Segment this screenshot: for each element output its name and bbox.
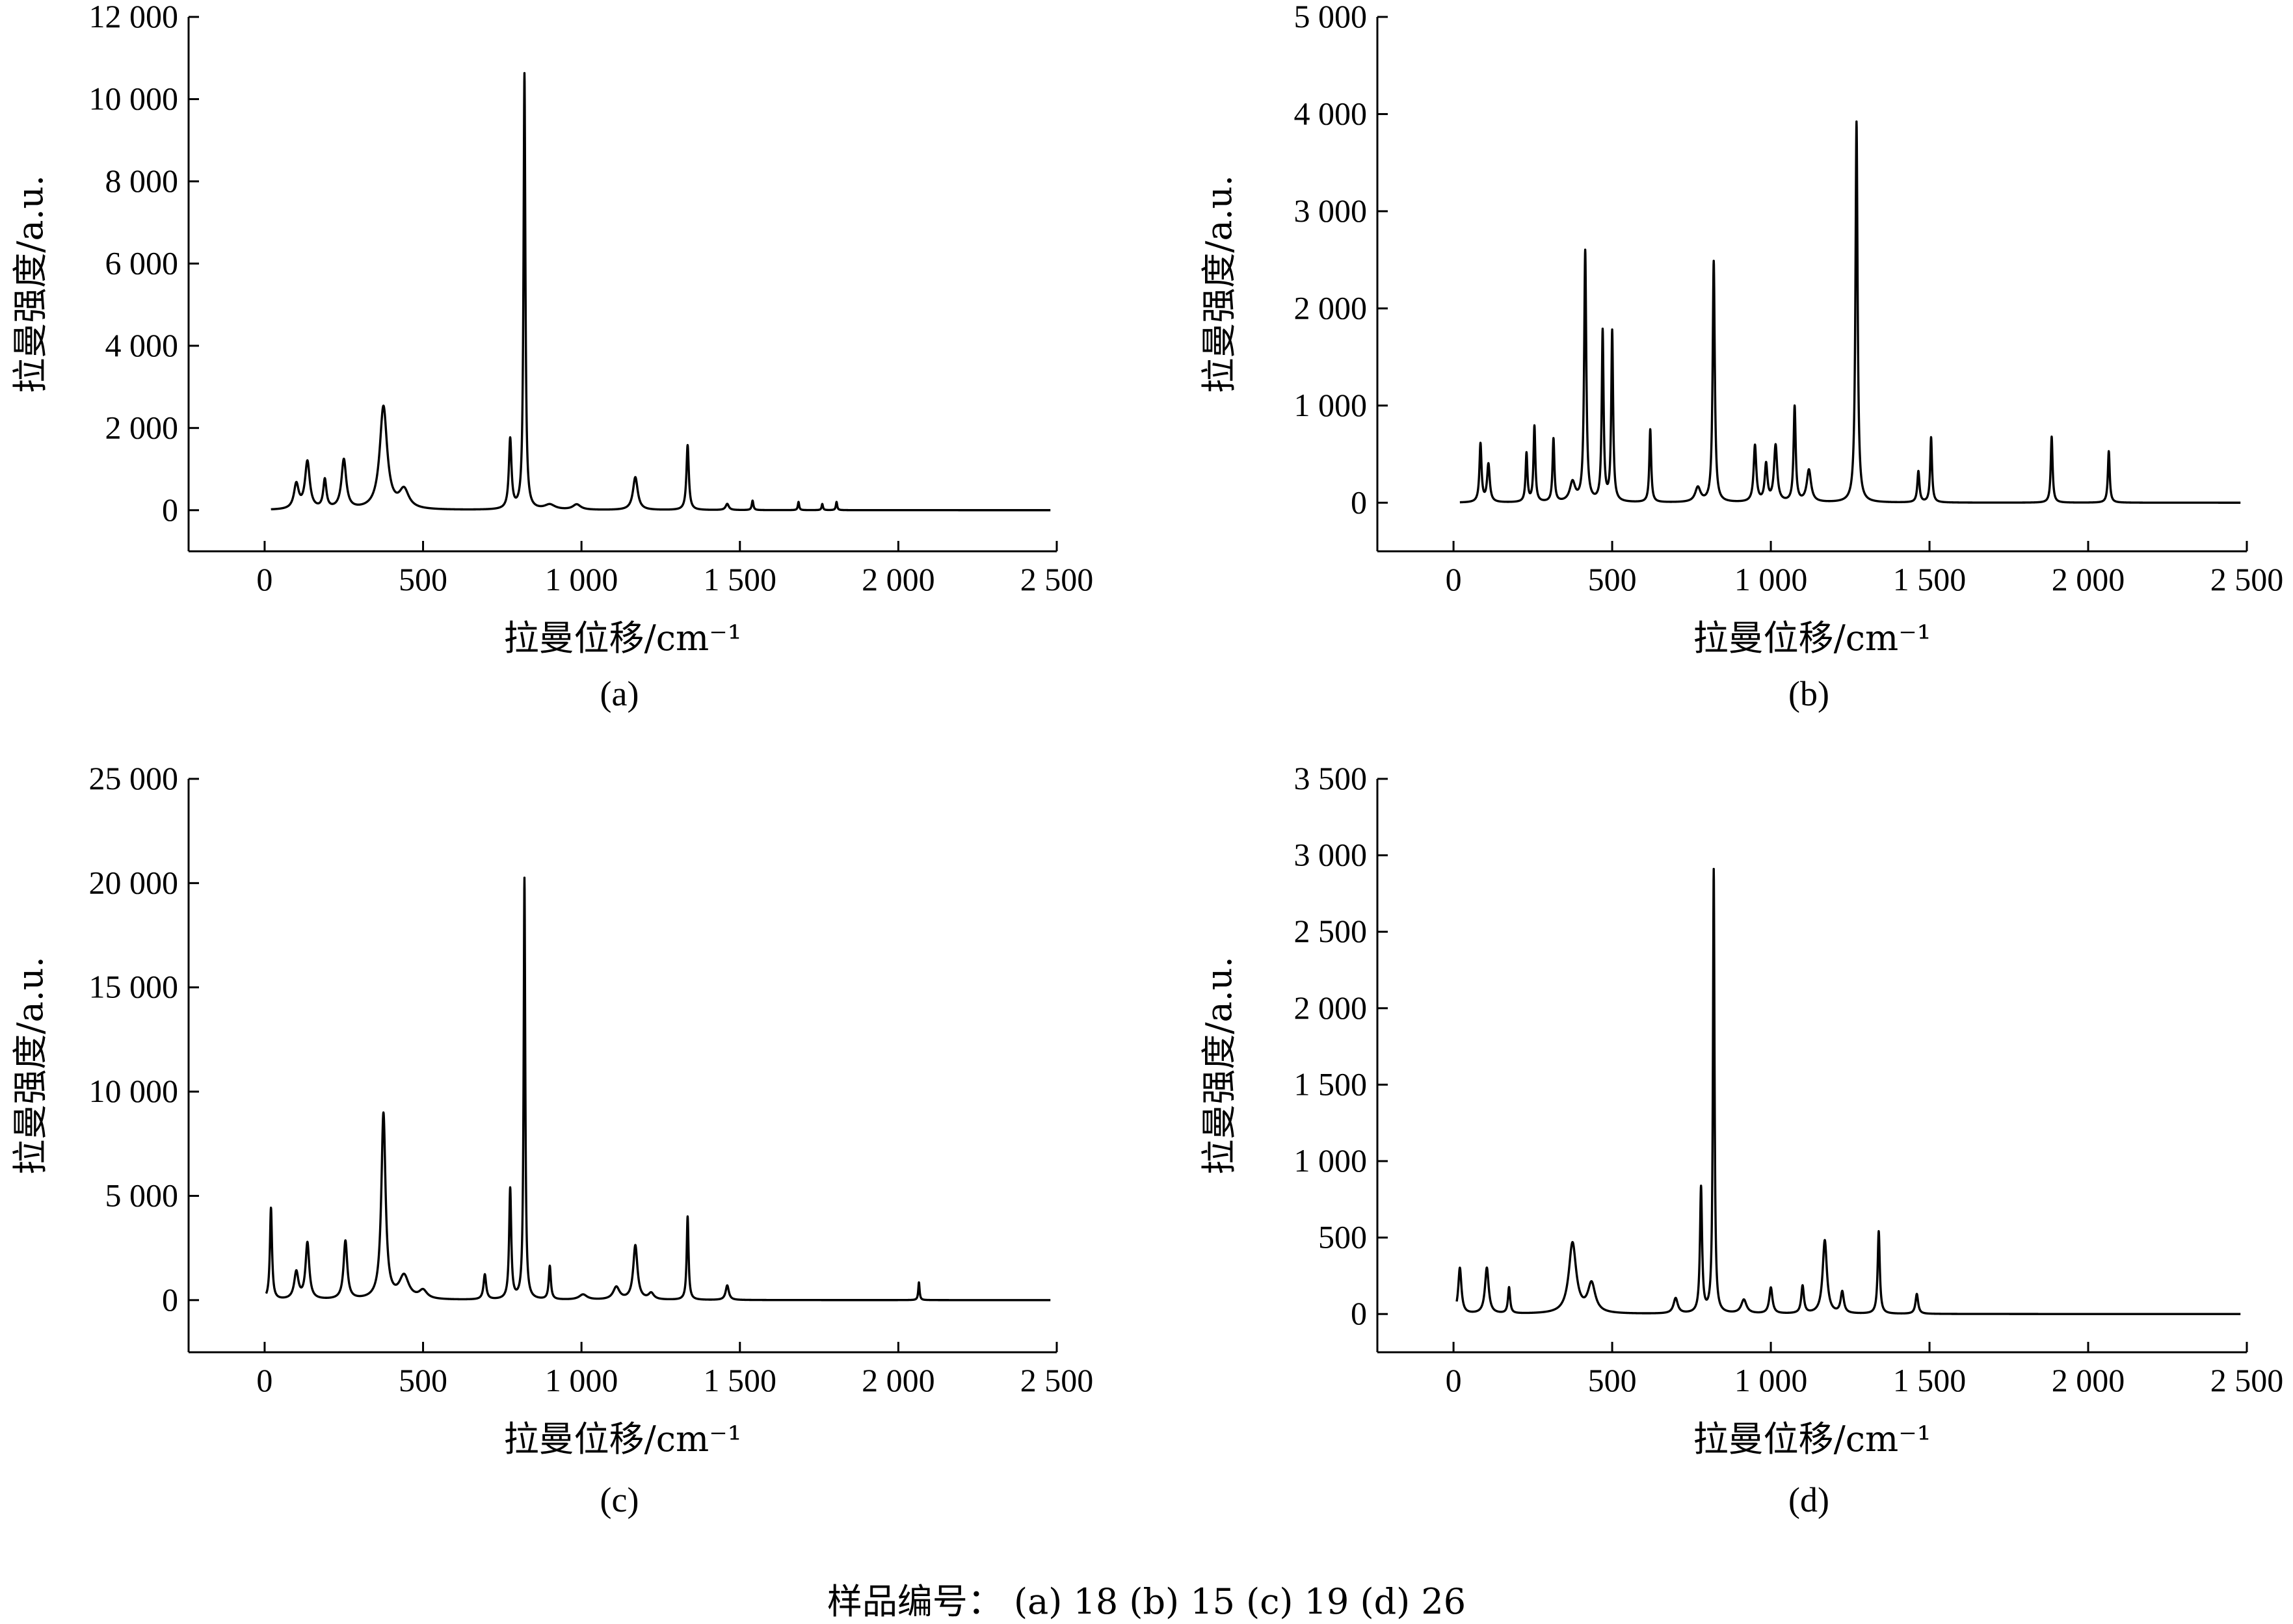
y-tick-label: 3 000 [1294,192,1368,229]
y-tick-label: 1 500 [1294,1066,1368,1102]
x-tick-label: 1 000 [545,1362,618,1398]
x-tick-label: 0 [1446,1362,1462,1398]
chart-panel: 0 2 000 4 000 6 000 8 000 10 000 12 000 0 500 1 0… [10,0,1093,713]
chart-panel: 0 1 000 2 000 3 000 4 000 5 000 0 500 1 000 1 500… [1199,0,2283,713]
y-axis-title: 拉曼强度/a.u. [1199,175,1239,393]
y-tick-label: 500 [1318,1219,1367,1255]
y-tick-label: 1 000 [1294,387,1368,423]
y-tick-label: 2 000 [105,409,179,445]
y-tick-label: 4 000 [1294,95,1368,131]
spectrum-series-line [270,72,1052,512]
x-tick-label: 2 000 [2052,561,2125,597]
y-axis-title: 拉曼强度/a.u. [1199,956,1239,1175]
y-tick-label: 0 [162,491,178,528]
y-tick-label: 3 000 [1294,837,1368,873]
y-tick-label: 6 000 [105,244,179,281]
y-axis-title: 拉曼强度/a.u. [10,175,51,393]
y-tick-label: 20 000 [89,864,179,900]
x-tick-label: 1 500 [1893,561,1967,597]
y-tick-label: 5 000 [105,1177,179,1213]
x-tick-label: 2 500 [2210,1362,2284,1398]
x-tick-label: 1 000 [1734,561,1808,597]
panels: 0 2 000 4 000 6 000 8 000 10 000 12 000 0 500 1 0… [10,0,2283,1519]
panel-caption: (b) [1788,674,1829,713]
y-tick-label: 4 000 [105,327,179,363]
x-tick-label: 0 [256,1362,272,1398]
x-axis-title: 拉曼位移/cm⁻¹ [1693,1419,1931,1460]
panel-caption: (a) [600,674,639,713]
y-tick-label: 3 500 [1294,760,1368,796]
x-tick-label: 1 500 [704,1362,777,1398]
y-tick-label: 8 000 [105,163,179,199]
chart-panel: 0 500 1 000 1 500 2 000 2 500 3 000 3 500 0 500 1 … [1199,760,2283,1519]
x-axis-title: 拉曼位移/cm⁻¹ [504,1419,742,1460]
y-tick-label: 10 000 [89,80,179,116]
x-tick-label: 500 [399,1362,447,1398]
panel-caption: (c) [600,1480,639,1519]
y-tick-label: 2 000 [1294,989,1368,1026]
x-tick-label: 500 [1588,1362,1637,1398]
x-tick-label: 500 [399,561,447,597]
x-tick-label: 2 000 [862,561,935,597]
x-tick-label: 0 [256,561,272,597]
spectrum-series-line [1455,867,2242,1315]
x-tick-label: 2 500 [2210,561,2284,597]
y-tick-label: 10 000 [89,1073,179,1109]
x-tick-label: 1 500 [1893,1362,1967,1398]
y-tick-label: 15 000 [89,969,179,1005]
panel-caption: (d) [1788,1480,1829,1519]
y-tick-label: 2 500 [1294,913,1368,949]
y-tick-label: 12 000 [89,0,179,34]
x-tick-label: 500 [1588,561,1637,597]
x-axis-title: 拉曼位移/cm⁻¹ [1693,618,1931,659]
x-tick-label: 1 500 [704,561,777,597]
y-tick-label: 25 000 [89,760,179,796]
sample-number-footer: 样品编号： (a) 18 (b) 15 (c) 19 (d) 26 [827,1581,1466,1622]
y-tick-label: 2 000 [1294,289,1368,326]
x-tick-label: 2 000 [2052,1362,2125,1398]
chart-panel: 0 5 000 10 000 15 000 20 000 25 000 0 500 1 000 1… [10,760,1093,1519]
spectrum-series-line [265,876,1052,1302]
x-tick-label: 1 000 [1734,1362,1808,1398]
x-axis-title: 拉曼位移/cm⁻¹ [504,618,742,659]
y-tick-label: 0 [162,1281,178,1318]
x-tick-label: 0 [1446,561,1462,597]
y-tick-label: 0 [1351,1295,1367,1331]
x-tick-label: 2 000 [862,1362,935,1398]
spectrum-series-line [1459,120,2242,504]
y-tick-label: 1 000 [1294,1142,1368,1179]
x-tick-label: 2 500 [1020,1362,1094,1398]
y-tick-label: 0 [1351,484,1367,520]
y-axis-title: 拉曼强度/a.u. [10,956,51,1175]
x-tick-label: 1 000 [545,561,618,597]
y-tick-label: 5 000 [1294,0,1368,34]
x-tick-label: 2 500 [1020,561,1094,597]
